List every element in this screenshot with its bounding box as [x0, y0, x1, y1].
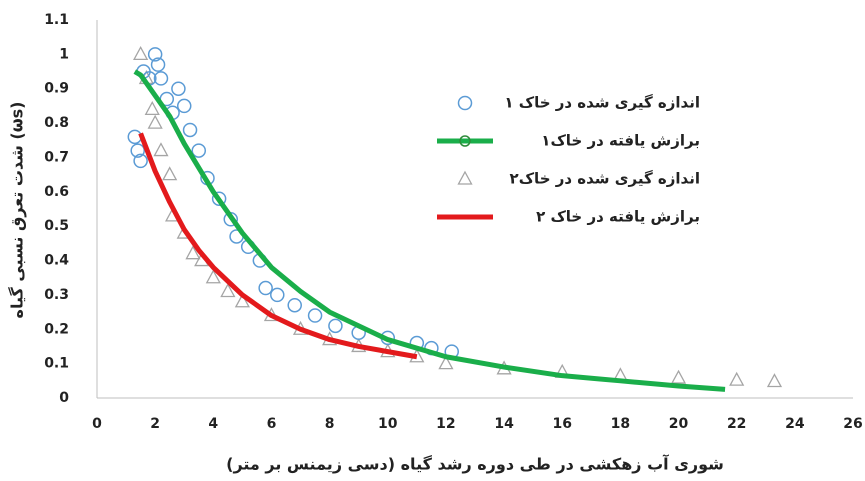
x-tick-label: 2 [150, 416, 160, 432]
circle-point [191, 143, 207, 158]
triangle-point [162, 166, 178, 181]
triangle-point [234, 293, 250, 308]
y-tick-label: 0.5 [44, 218, 69, 234]
triangle-point [670, 369, 687, 384]
x-tick-label: 18 [611, 416, 630, 432]
x-tick-label: 4 [208, 416, 218, 432]
y-tick-label: 1.1 [44, 12, 69, 28]
y-tick-label: 0.8 [44, 115, 69, 131]
circle-point [211, 191, 227, 206]
triangle-point [133, 45, 149, 61]
circle-point [287, 297, 302, 313]
x-tick-label: 10 [378, 416, 398, 432]
x-tick-label: 24 [785, 416, 805, 432]
x-tick-label: 20 [669, 416, 689, 432]
triangle-point [766, 373, 783, 388]
triangle-point [205, 269, 221, 284]
fit-line [133, 69, 726, 392]
y-tick-label: 0.2 [44, 321, 69, 337]
circle-point [328, 318, 343, 334]
y-axis-title: شدت تعرق نسبی گیاه (ωs) [8, 102, 27, 319]
triangle-point [147, 114, 163, 129]
legend-marker [457, 95, 473, 111]
x-axis-title: شوری آب زهکشی در طی دوره رشد گیاه (دسی ز… [226, 454, 724, 474]
triangle-point [153, 142, 169, 157]
circle-point [258, 280, 273, 296]
x-tick-label: 22 [727, 416, 746, 432]
triangle-point [438, 355, 454, 370]
y-tick-label: 0.6 [44, 184, 69, 200]
x-tick-label: 26 [843, 416, 862, 432]
x-tick-label: 12 [436, 416, 455, 432]
legend-marker [457, 170, 473, 185]
x-tick-label: 6 [267, 416, 277, 432]
y-tick-label: 0.3 [44, 287, 69, 303]
circle-point [182, 122, 198, 138]
legend-label: برازش یافته در خاک۱ [541, 132, 700, 150]
legend-label: برازش یافته در خاک ۲ [536, 208, 700, 226]
legend-label: اندازه گیری شده در خاک ۱ [504, 94, 700, 112]
circle-point [307, 308, 323, 323]
circle-point [130, 143, 145, 158]
triangle-point [185, 245, 201, 260]
x-tick-label: 14 [494, 416, 514, 432]
y-tick-label: 0.7 [44, 149, 69, 165]
legend-label: اندازه گیری شده در خاک۲ [510, 170, 700, 188]
x-tick-label: 8 [325, 416, 335, 432]
circle-point [176, 98, 192, 114]
triangle-point [220, 283, 236, 298]
y-tick-label: 1 [59, 46, 69, 62]
circle-point [171, 81, 186, 96]
y-tick-label: 0 [59, 390, 69, 406]
circle-point [150, 57, 166, 72]
circle-point [153, 71, 169, 86]
triangle-point [729, 371, 745, 386]
x-tick-label: 0 [92, 416, 102, 432]
circle-point [147, 47, 163, 62]
fit-line [138, 132, 418, 360]
x-tick-label: 16 [552, 416, 571, 432]
legend-marker [459, 135, 471, 147]
y-tick-label: 0.1 [44, 356, 69, 372]
y-tick-label: 0.4 [44, 253, 69, 269]
circle-point [270, 287, 285, 303]
y-tick-label: 0.9 [44, 81, 69, 97]
triangle-point [144, 100, 160, 115]
circle-point [133, 153, 148, 169]
